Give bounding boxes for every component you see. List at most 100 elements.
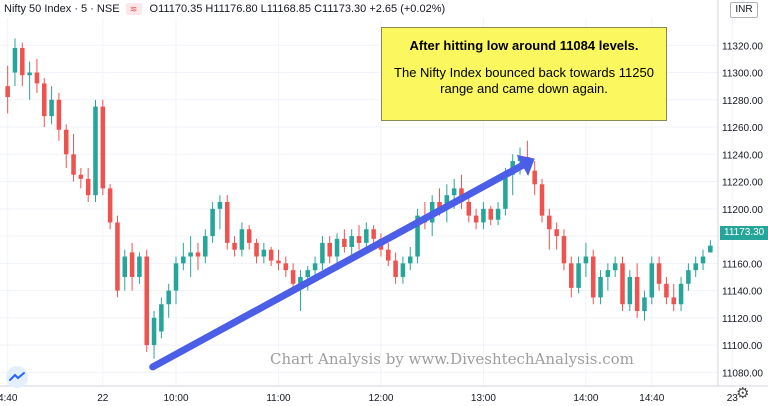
candle-body (708, 245, 713, 253)
candle-body (656, 263, 662, 284)
candle-body (590, 256, 596, 298)
candle-body (298, 276, 303, 284)
candle-body (224, 202, 230, 243)
candles-group (5, 38, 713, 359)
candle-body (356, 236, 362, 243)
candle-body (364, 229, 369, 243)
price-tick-label: 11300.00 (722, 69, 763, 80)
time-axis[interactable]: 4:40 22 10:00 11:00 12:00 13:00 14:00 14:40 23 (0, 393, 738, 404)
candle-body (327, 242, 332, 257)
price-tick-label: 11260.00 (722, 123, 763, 134)
candle-body (122, 256, 128, 277)
time-tick-label: 22 (97, 393, 109, 404)
candle-body (598, 276, 603, 298)
candle-body (532, 170, 537, 185)
candle-body (195, 252, 201, 257)
annotation-title: After hitting low around 11084 levels. (409, 38, 639, 53)
annotation-callout[interactable]: After hitting low around 11084 levels. T… (381, 27, 667, 121)
time-tick-label: 10:00 (163, 393, 188, 404)
candle-body (49, 99, 54, 117)
candle-body (642, 297, 647, 312)
candle-body (671, 297, 677, 305)
candle-body (283, 263, 289, 271)
candle-body (107, 188, 113, 223)
candle-body (210, 208, 215, 237)
flag-icon[interactable]: ≋ (125, 3, 142, 15)
candle-body (466, 202, 472, 216)
candle-body (700, 256, 706, 264)
candle-body (495, 208, 501, 220)
candle-body (12, 47, 18, 73)
candle-body (415, 215, 420, 257)
candle-body (78, 174, 84, 179)
candle-body (539, 184, 545, 216)
tradingview-logo-icon[interactable] (6, 366, 28, 388)
candle-body (20, 47, 25, 76)
candle-body (268, 249, 274, 261)
price-tick-label: 11320.00 (722, 41, 763, 52)
candle-body (56, 99, 62, 130)
candle-body (261, 249, 267, 257)
watermark: Chart Analysis by www.DiveshtechAnalysis… (270, 350, 634, 368)
candle-body (5, 86, 10, 98)
candle-body (63, 129, 69, 155)
candle-body (151, 317, 157, 346)
candle-body (34, 72, 40, 84)
symbol-title[interactable]: Nifty 50 Index · 5 · NSE (4, 3, 120, 15)
candle-body (71, 154, 76, 175)
candle-body (488, 208, 494, 220)
candle-body (181, 256, 186, 264)
candle-body (342, 238, 347, 247)
time-tick-label: 14:00 (573, 393, 598, 404)
candle-body (144, 256, 150, 346)
candle-body (407, 256, 413, 264)
candle-body (173, 263, 179, 291)
price-axis[interactable]: 11080.00 11100.00 11120.00 11140.00 11160.00… (722, 41, 763, 379)
candle-body (400, 263, 406, 277)
gear-icon[interactable]: ⚙ (736, 385, 750, 402)
candle-body (393, 260, 398, 277)
price-tick-label: 11160.00 (722, 259, 763, 270)
candle-body (334, 238, 340, 257)
candle-body (612, 263, 618, 271)
candle-body (561, 236, 567, 264)
candle-body (664, 283, 669, 298)
candle-body (605, 270, 611, 277)
candle-body (246, 229, 252, 243)
last-price-label: 11173.30 (720, 226, 768, 240)
candle-body (159, 304, 164, 332)
candle-body (634, 276, 640, 312)
candle-body (137, 256, 142, 277)
candle-body (100, 106, 106, 189)
candle-body (547, 215, 552, 230)
candle-body (627, 276, 633, 305)
trend-arrow-head (516, 154, 535, 176)
annotation-body: The Nifty Index bounced back towards 112… (394, 65, 654, 96)
candle-body (239, 229, 245, 250)
candle-body (554, 229, 559, 237)
time-tick-label: 14:40 (639, 393, 664, 404)
candle-body (85, 178, 91, 196)
time-tick-label: 4:40 (0, 393, 18, 404)
candle-body (576, 263, 581, 288)
candle-body (620, 263, 625, 305)
price-tick-label: 11100.00 (722, 341, 763, 352)
price-tick-label: 11200.00 (722, 205, 763, 216)
candle-body (41, 83, 47, 117)
candle-body (305, 270, 311, 277)
candle-body (693, 263, 698, 271)
currency-badge[interactable]: INR (730, 2, 758, 18)
candle-body (386, 249, 391, 261)
candle-body (568, 263, 574, 288)
candle-body (686, 270, 691, 284)
time-tick-label: 12:00 (368, 393, 393, 404)
candle-body (349, 236, 354, 247)
time-tick-label: 23 (727, 393, 739, 404)
candle-body (320, 242, 325, 264)
price-tick-label: 11120.00 (722, 314, 763, 325)
candle-body (312, 263, 318, 271)
candle-body (188, 252, 193, 257)
candle-body (503, 174, 508, 209)
price-tick-label: 11080.00 (722, 368, 763, 379)
